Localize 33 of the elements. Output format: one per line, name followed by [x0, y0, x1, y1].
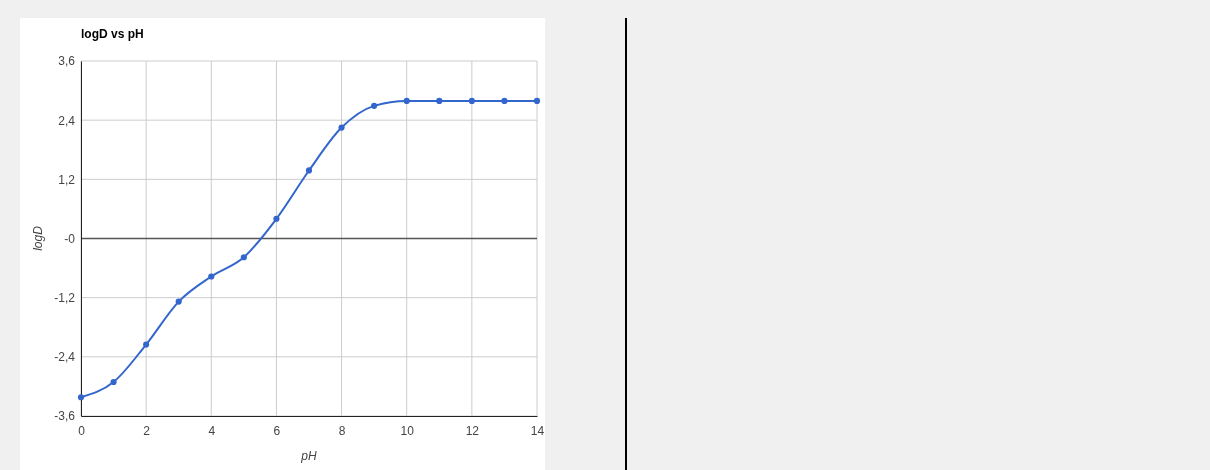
x-tick-label: 14: [530, 423, 545, 438]
y-tick-label: 3,6: [58, 54, 76, 69]
x-tick-label: 12: [465, 423, 480, 438]
point: [338, 124, 345, 131]
point: [208, 273, 215, 280]
y-axis-title: logD: [31, 225, 45, 251]
x-axis-title: pH: [300, 449, 317, 463]
x-tick-label: 2: [143, 423, 151, 438]
y-tick-label: 1,2: [58, 172, 76, 187]
point: [533, 97, 541, 105]
x-tick-label: 4: [208, 423, 216, 438]
x-tick-label: 8: [338, 423, 346, 438]
point: [175, 298, 182, 305]
x-tick-label: 0: [78, 423, 86, 438]
x-tick-label: 6: [273, 423, 281, 438]
chart-title: logD vs pH: [81, 27, 144, 41]
point: [77, 394, 85, 401]
point: [143, 341, 150, 348]
y-tick-label: 2,4: [58, 113, 76, 128]
point: [501, 97, 508, 105]
point: [371, 102, 378, 109]
y-tick-label: -2,4: [54, 350, 76, 365]
point: [468, 97, 475, 105]
y-tick-label: -1,2: [54, 291, 76, 306]
point: [273, 215, 280, 222]
y-tick-label: -3,6: [54, 409, 76, 424]
point: [403, 97, 410, 105]
point: [110, 378, 117, 386]
x-tick-label: 10: [400, 423, 415, 438]
point: [240, 254, 247, 261]
point: [305, 167, 313, 174]
y-tick-label: -0: [64, 231, 76, 246]
point: [436, 97, 443, 105]
